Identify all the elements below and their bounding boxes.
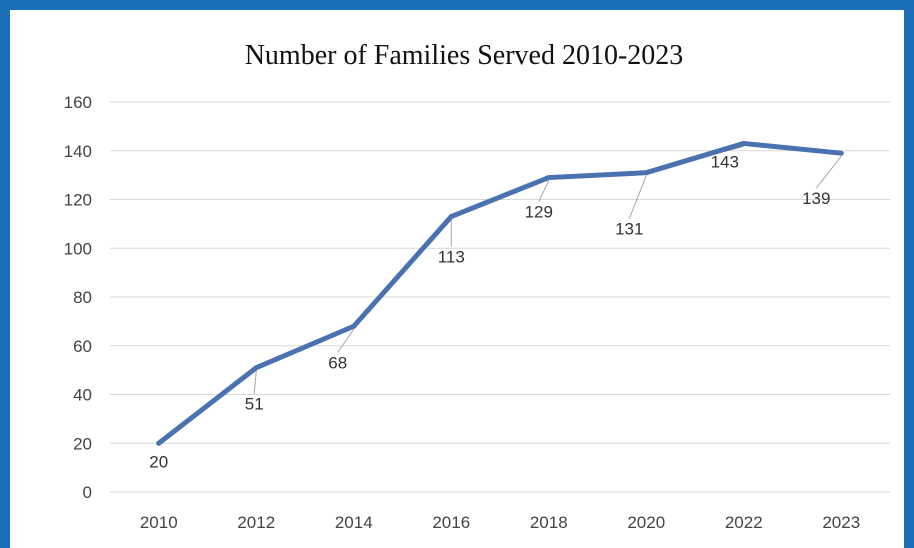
data-point xyxy=(351,323,357,329)
x-tick-label: 2020 xyxy=(627,513,665,532)
data-label: 143 xyxy=(711,152,739,171)
data-point xyxy=(838,150,844,156)
data-label: 113 xyxy=(438,248,465,267)
x-tick-label: 2022 xyxy=(725,513,763,532)
x-tick-label: 2016 xyxy=(432,513,470,532)
chart-title: Number of Families Served 2010-2023 xyxy=(245,40,684,71)
series-line xyxy=(156,140,844,446)
y-tick-label: 120 xyxy=(64,191,92,210)
data-label-leader xyxy=(337,328,355,353)
data-label: 51 xyxy=(245,395,264,414)
x-tick-label: 2018 xyxy=(530,513,568,532)
x-tick-label: 2012 xyxy=(237,513,275,532)
data-point xyxy=(546,175,552,181)
x-tick-label: 2023 xyxy=(822,513,860,532)
y-tick-label: 100 xyxy=(64,239,92,258)
data-label-leader xyxy=(815,155,842,189)
y-tick-label: 0 xyxy=(83,483,92,502)
y-tick-label: 140 xyxy=(64,142,92,161)
data-point xyxy=(448,214,454,220)
data-label-leader xyxy=(628,175,647,219)
data-point xyxy=(156,440,162,446)
data-label: 20 xyxy=(149,452,168,471)
data-label: 139 xyxy=(802,189,830,208)
x-tick-label: 2010 xyxy=(140,513,178,532)
data-label-leader xyxy=(538,180,550,202)
x-tick-label: 2014 xyxy=(335,513,373,532)
data-label-leader xyxy=(253,370,257,394)
data-point xyxy=(643,170,649,176)
data-label: 68 xyxy=(328,353,347,372)
data-label: 131 xyxy=(615,220,643,239)
data-label: 129 xyxy=(525,203,553,222)
y-tick-label: 60 xyxy=(73,337,92,356)
data-point xyxy=(741,140,747,146)
data-point xyxy=(253,365,259,371)
y-tick-label: 160 xyxy=(64,93,92,112)
y-tick-label: 80 xyxy=(73,288,92,307)
y-tick-label: 20 xyxy=(73,434,92,453)
y-tick-label: 40 xyxy=(73,386,92,405)
